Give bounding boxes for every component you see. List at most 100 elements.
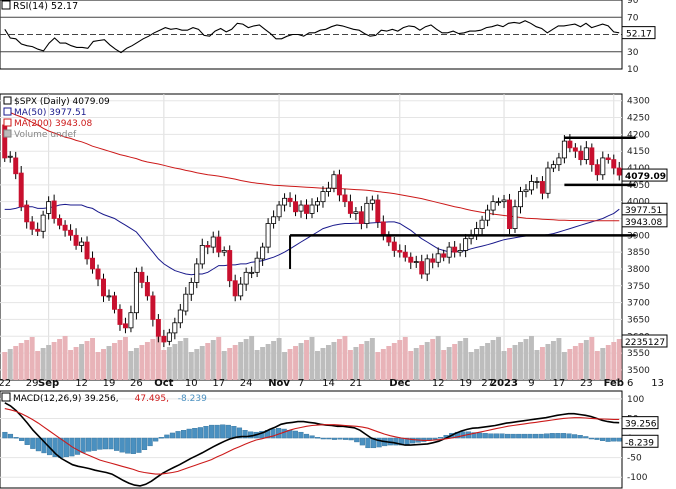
- volume-bar: [523, 339, 529, 380]
- volume-bar: [539, 347, 545, 380]
- macd-histogram-bar: [35, 437, 41, 452]
- volume-bar: [133, 348, 139, 380]
- candle-down: [342, 194, 348, 203]
- volume-bar: [534, 350, 540, 380]
- price-tick-label: 3850: [627, 248, 650, 258]
- macd-histogram-bar: [527, 433, 533, 439]
- price-right-label: 3977.51: [625, 206, 662, 216]
- price-right-label: 3943.08: [625, 218, 662, 228]
- volume-bar: [40, 348, 46, 380]
- candle-up: [490, 201, 496, 211]
- volume-bar: [150, 339, 156, 380]
- volume-bar: [18, 343, 24, 380]
- volume-bar: [320, 348, 326, 380]
- x-axis-tick-label: 17: [553, 378, 566, 389]
- volume-bar: [112, 343, 117, 380]
- candle-up: [40, 214, 46, 232]
- candle-up: [364, 202, 370, 224]
- volume-bar: [210, 340, 216, 380]
- macd-histogram-bar: [7, 433, 14, 439]
- candle-up: [325, 187, 331, 192]
- macd-histogram-bar: [242, 430, 248, 439]
- macd-histogram-bar: [437, 437, 444, 439]
- x-axis-tick-label: Oct: [154, 378, 173, 389]
- macd-histogram-bar: [175, 431, 181, 439]
- macd-histogram-bar: [125, 437, 131, 454]
- price-right-label-box: [621, 168, 668, 182]
- macd-histogram-bar: [2, 431, 8, 439]
- candle-down: [304, 204, 309, 214]
- macd-histogram-bar: [248, 431, 254, 439]
- x-axis-tick-label: Sep: [38, 378, 59, 389]
- volume-bar: [101, 349, 106, 380]
- volume-bar: [188, 352, 194, 380]
- macd-histogram-bar: [605, 437, 611, 442]
- price-tick-label: 4250: [627, 114, 650, 124]
- volume-bar: [556, 338, 562, 380]
- volume-bar: [84, 341, 90, 380]
- macd-histogram-bar: [141, 437, 148, 451]
- macd-histogram-bar: [471, 432, 477, 439]
- candle-down: [35, 228, 41, 232]
- candle-up: [353, 211, 359, 214]
- macd-histogram-bar: [114, 437, 120, 451]
- volume-bar: [315, 351, 320, 380]
- macd-histogram-bar: [74, 437, 81, 455]
- volume-bar: [347, 350, 353, 380]
- candle-up: [315, 201, 320, 206]
- macd-histogram-bar: [298, 431, 304, 439]
- volume-bar: [402, 337, 408, 380]
- volume-bar: [490, 340, 496, 380]
- volume-bar: [435, 336, 441, 380]
- volume-bar: [298, 343, 304, 380]
- macd-histogram-bar: [52, 437, 58, 458]
- candle-up: [413, 261, 419, 263]
- price-tick-label: 4000: [627, 198, 650, 208]
- volume-bar: [117, 340, 123, 380]
- volume-bar: [238, 342, 244, 380]
- candle-down: [18, 172, 24, 208]
- candle-up: [485, 209, 491, 221]
- volume-bar: [227, 348, 233, 380]
- macd-histogram-bar: [326, 437, 332, 440]
- candle-down: [589, 147, 595, 166]
- macd-right-label: 39.256: [625, 420, 657, 430]
- candle-down: [616, 167, 622, 176]
- macd-histogram-bar: [365, 437, 371, 449]
- x-axis-tick-label: 23: [580, 378, 593, 389]
- macd-histogram-bar: [80, 437, 86, 453]
- macd-histogram-bar: [577, 435, 583, 439]
- macd-legend-label: -8.239: [178, 394, 207, 404]
- candle-down: [117, 308, 123, 325]
- macd-histogram-bar: [86, 437, 92, 452]
- candle-up: [183, 293, 189, 312]
- price-legend-label: Volume undef: [14, 130, 77, 140]
- candle-up: [254, 257, 260, 273]
- candle-up: [331, 174, 337, 189]
- candle-down: [62, 224, 68, 231]
- candle-up: [172, 322, 178, 334]
- candle-down: [402, 251, 408, 258]
- x-axis-tick-label: 2023: [490, 378, 518, 389]
- volume-bar: [221, 351, 227, 380]
- x-axis-tick-label: 13: [651, 378, 664, 389]
- volume-bar: [358, 344, 364, 380]
- macd-histogram-bar: [611, 437, 617, 442]
- macd-legend-label: 47.495,: [135, 394, 169, 404]
- volume-bar: [144, 342, 150, 380]
- volume-bar: [496, 337, 502, 380]
- macd-histogram-bar: [287, 430, 293, 439]
- price-legend-swatch: [3, 107, 12, 116]
- macd-histogram-bar: [119, 437, 125, 453]
- candle-down: [139, 271, 145, 283]
- price-tick-label: 3650: [627, 315, 650, 325]
- candle-down: [578, 150, 584, 161]
- volume-bar: [391, 343, 397, 380]
- price-tick-label: 3700: [627, 299, 650, 309]
- candle-up: [271, 216, 277, 224]
- x-axis-tick-label: 7: [298, 378, 304, 389]
- volume-bar: [243, 339, 249, 380]
- macd-legend-label: MACD(12,26,9) 39.256,: [13, 394, 119, 404]
- macd-histogram-bar: [309, 435, 315, 439]
- candle-up: [556, 157, 562, 166]
